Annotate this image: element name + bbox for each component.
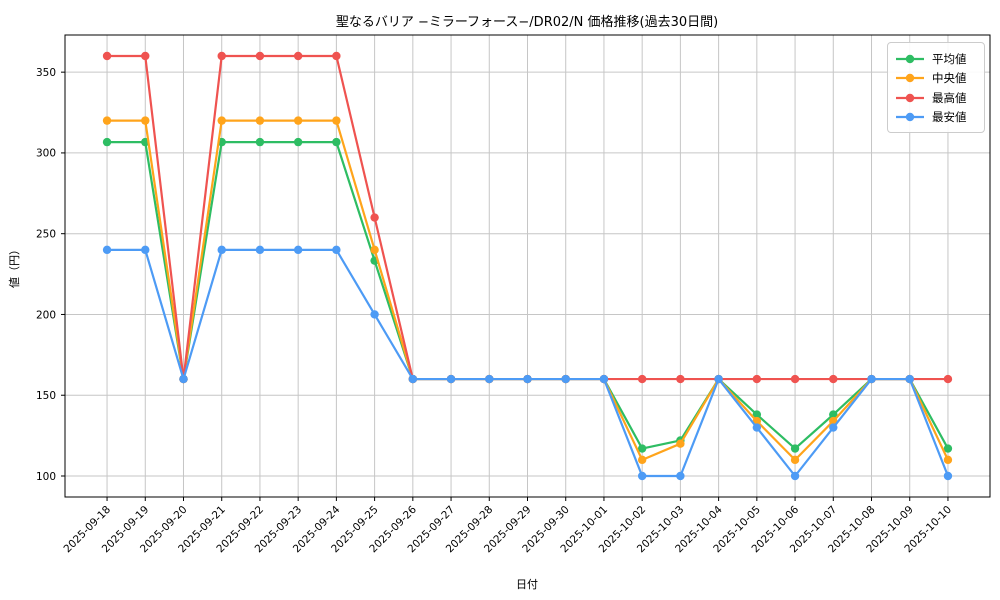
y-tick-label: 300 [36, 148, 56, 160]
data-point [102, 245, 112, 255]
data-point [752, 374, 762, 384]
legend-label: 最高値 [932, 90, 967, 105]
legend-label: 中央値 [932, 71, 967, 86]
chart-title: 聖なるバリア −ミラーフォース−/DR02/N 価格推移(過去30日間) [336, 14, 718, 30]
data-point [905, 374, 914, 384]
data-point [829, 423, 838, 432]
legend-marker-icon [896, 113, 924, 122]
data-point [943, 471, 953, 481]
data-point [255, 116, 265, 125]
data-point [943, 374, 953, 384]
data-point [370, 245, 379, 255]
data-point [217, 51, 226, 61]
data-point [293, 245, 303, 255]
data-point [408, 374, 418, 384]
data-point [217, 116, 226, 125]
data-point [599, 374, 609, 384]
y-tick-label: 250 [36, 228, 56, 240]
data-point [829, 410, 838, 419]
data-point [714, 374, 723, 384]
x-axis-title: 日付 [516, 578, 538, 591]
legend-item: 中央値 [895, 69, 976, 89]
legend-item: 平均値 [895, 49, 976, 69]
data-point [446, 374, 456, 384]
data-point [293, 116, 303, 125]
y-tick-label: 350 [36, 67, 56, 79]
data-point [332, 137, 341, 147]
data-point [943, 455, 953, 465]
legend-label: 最安値 [932, 110, 967, 125]
data-point [370, 213, 379, 222]
data-point [102, 116, 112, 125]
tick-marks-layer [61, 71, 949, 501]
data-point [293, 51, 303, 61]
legend-item: 最高値 [895, 88, 976, 108]
data-point [141, 245, 150, 255]
y-tick-label: 200 [36, 309, 56, 321]
data-point [637, 444, 647, 453]
legend-marker-icon [896, 54, 924, 63]
data-point [867, 374, 876, 384]
data-point [829, 374, 838, 384]
data-point [790, 374, 800, 384]
data-point [141, 116, 150, 125]
data-point [790, 444, 800, 453]
data-point [752, 423, 762, 432]
y-tick-label: 100 [36, 471, 56, 483]
x-axis-tick-labels: 2025-09-182025-09-192025-09-202025-09-21… [62, 503, 955, 555]
legend: 平均値中央値最高値最安値 [887, 42, 985, 133]
data-point [179, 374, 188, 384]
series-最安値 [102, 245, 953, 481]
grid-layer [65, 35, 990, 497]
legend-label: 平均値 [932, 51, 967, 66]
data-point [561, 374, 570, 384]
data-point [790, 455, 800, 465]
data-point [255, 245, 265, 255]
legend-marker-icon [896, 93, 924, 102]
data-point [676, 471, 685, 481]
data-point [752, 410, 762, 419]
data-point [676, 374, 685, 384]
legend-item: 最安値 [895, 108, 976, 128]
legend-marker-icon [896, 74, 924, 83]
data-point [332, 51, 341, 61]
data-point [943, 444, 953, 453]
data-point [637, 455, 647, 465]
data-point [485, 374, 494, 384]
data-point [332, 116, 341, 125]
data-point [102, 51, 112, 61]
data-point [332, 245, 341, 255]
data-point [523, 374, 532, 384]
data-point [217, 245, 226, 255]
data-point [637, 374, 647, 384]
data-point [141, 51, 150, 61]
data-point [370, 310, 379, 319]
data-point [293, 137, 303, 147]
data-point [790, 471, 800, 481]
data-point [637, 471, 647, 481]
data-point [255, 137, 265, 147]
y-axis-tick-labels: 100 150 200 250 300 350 [36, 67, 56, 483]
data-point [255, 51, 265, 61]
y-axis-title: 値（円） [8, 244, 21, 288]
data-point [102, 137, 112, 147]
data-point [676, 439, 685, 448]
y-tick-label: 150 [36, 390, 56, 402]
series-layer [102, 51, 953, 481]
